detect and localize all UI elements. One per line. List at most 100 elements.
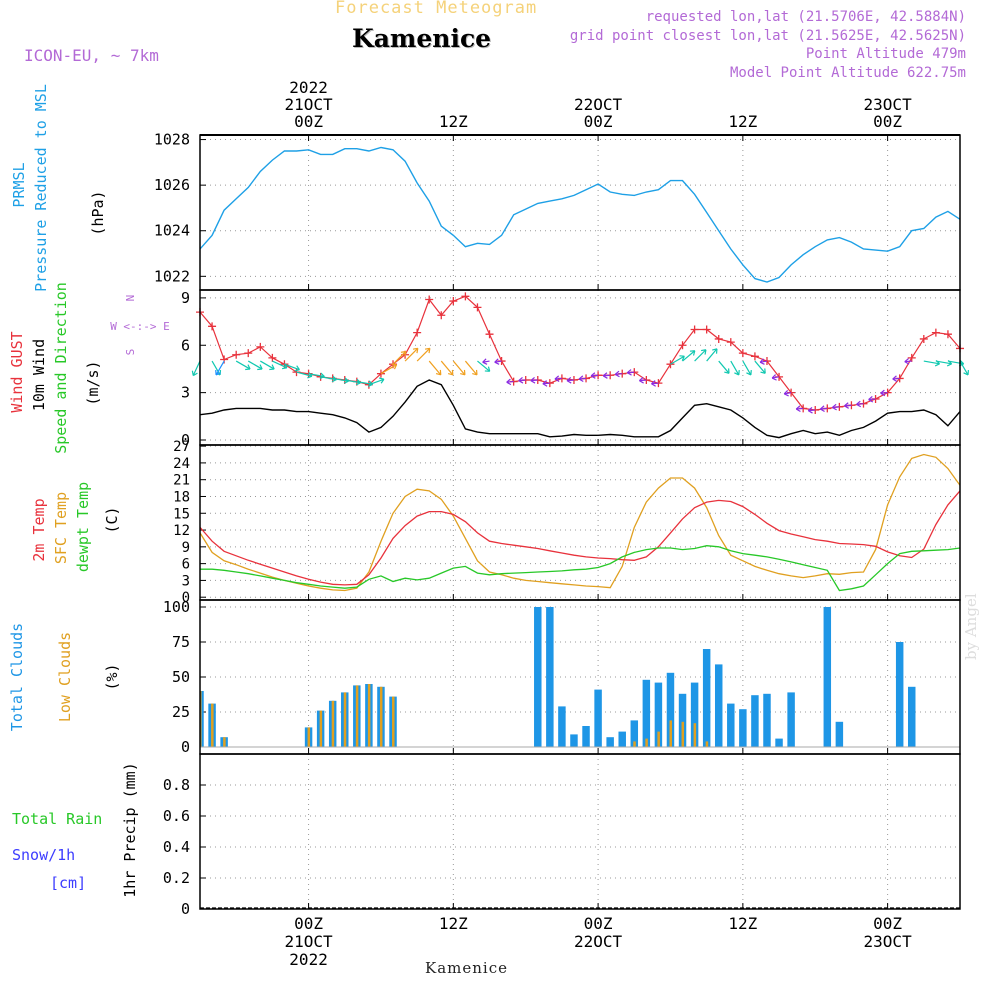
total-cloud-bar bbox=[582, 726, 590, 747]
wind-arrow-head bbox=[771, 374, 777, 381]
gust-marker bbox=[208, 322, 217, 331]
wind-direction-arrow bbox=[296, 371, 313, 377]
compass-south: S bbox=[124, 349, 137, 356]
point-altitude: Point Altitude 479m bbox=[805, 46, 966, 62]
y-tick-label: 27 bbox=[173, 439, 190, 455]
ylabel-percent: (%) bbox=[103, 663, 121, 690]
gust-marker bbox=[943, 330, 952, 339]
total-cloud-bar bbox=[630, 720, 639, 747]
total-cloud-bar bbox=[690, 682, 699, 747]
bottom-time-label: 00Z bbox=[294, 914, 323, 933]
label-2m-temp: 2m Temp bbox=[30, 498, 48, 561]
wind-arrow-head bbox=[554, 375, 560, 382]
wind-arrow-head bbox=[819, 405, 825, 412]
total-cloud-bar bbox=[546, 607, 554, 747]
total-cloud-bar bbox=[702, 649, 711, 747]
gust-marker bbox=[919, 334, 928, 343]
gust-marker bbox=[461, 292, 470, 301]
gust-marker bbox=[931, 328, 940, 337]
gust-marker bbox=[413, 328, 422, 337]
wind-arrow-head bbox=[294, 365, 300, 372]
bottom-time-label: 12Z bbox=[439, 914, 468, 933]
y-tick-label: 100 bbox=[163, 598, 190, 616]
wind-arrow-head bbox=[379, 377, 385, 384]
wind-direction-arrow bbox=[639, 379, 647, 382]
ylabel-celsius: (C) bbox=[103, 506, 121, 533]
wind-arrow-head bbox=[506, 378, 512, 386]
wind-arrow-head bbox=[807, 407, 813, 414]
y-tick-label: 0.8 bbox=[163, 776, 190, 794]
wind-direction-arrow bbox=[247, 360, 263, 370]
wind-direction-arrow bbox=[754, 360, 766, 374]
y-tick-label: 0 bbox=[182, 590, 190, 606]
y-tick-label: 15 bbox=[173, 506, 190, 522]
low-cloud-bar bbox=[223, 737, 226, 747]
wind-arrow-head bbox=[689, 350, 696, 356]
wind-direction-arrow bbox=[554, 377, 562, 380]
wind-arrow-head bbox=[191, 370, 198, 377]
gust-marker bbox=[714, 334, 723, 343]
wind-direction-arrow bbox=[416, 347, 431, 362]
wind-arrow-head bbox=[963, 369, 970, 376]
wind-direction-arrow bbox=[880, 392, 888, 394]
wind-direction-arrow bbox=[694, 349, 707, 362]
wind-direction-arrow bbox=[260, 360, 275, 370]
total-cloud-bar bbox=[594, 689, 602, 747]
gust-marker bbox=[473, 303, 482, 312]
label-dewpt-temp: dewpt Temp bbox=[74, 482, 92, 572]
y-tick-label: 18 bbox=[173, 489, 190, 505]
wind-arrow-head bbox=[424, 347, 431, 354]
wind-arrow-head bbox=[904, 358, 910, 365]
bottom-time-label: 00Z bbox=[584, 914, 613, 933]
product-title: Forecast Meteogram bbox=[335, 0, 538, 18]
y-tick-label: 6 bbox=[181, 336, 190, 354]
low-cloud-bar bbox=[669, 720, 672, 747]
y-tick-label: 50 bbox=[172, 668, 190, 686]
label-wind-gust: Wind GUST bbox=[8, 331, 26, 412]
total-cloud-bar bbox=[895, 642, 904, 747]
y-tick-label: 1028 bbox=[154, 131, 190, 149]
wind-direction-arrow bbox=[392, 351, 407, 365]
label-prmsl: PRMSL bbox=[10, 162, 28, 207]
wind-arrow-head bbox=[400, 350, 407, 357]
wind-direction-arrow bbox=[211, 360, 221, 376]
low-cloud-bar bbox=[392, 696, 395, 747]
wind-arrow-head bbox=[590, 372, 596, 379]
wind-direction-arrow bbox=[627, 371, 635, 374]
wind-direction-arrow bbox=[530, 379, 538, 382]
y-tick-label: 0 bbox=[181, 431, 190, 449]
low-cloud-bar bbox=[307, 727, 311, 747]
wind-arrow-head bbox=[566, 377, 572, 384]
gust-marker bbox=[268, 353, 277, 362]
wind-direction-arrow bbox=[718, 360, 730, 374]
gust-marker bbox=[244, 349, 253, 358]
panel-frame bbox=[199, 134, 961, 291]
model-label: ICON-EU, ~ 7km bbox=[24, 46, 159, 65]
y-tick-label: 0.2 bbox=[163, 869, 190, 887]
panel-frame bbox=[199, 289, 961, 446]
top-time-label: 21OCT bbox=[284, 95, 333, 114]
wind-direction-arrow bbox=[784, 392, 792, 395]
wind-arrow-head bbox=[626, 369, 632, 376]
y-tick-label: 1022 bbox=[154, 267, 190, 285]
low-cloud-bar bbox=[367, 684, 371, 747]
wind-arrow-head bbox=[856, 400, 862, 408]
total-cloud-bar bbox=[823, 607, 832, 747]
wind-arrow-head bbox=[447, 369, 454, 376]
total-cloud-bar bbox=[200, 691, 204, 747]
wind-direction-arrow bbox=[808, 409, 816, 412]
wind-arrow-head bbox=[734, 369, 740, 376]
y-tick-label: 25 bbox=[172, 703, 190, 721]
top-time-label: 12Z bbox=[439, 112, 468, 131]
wind-arrow-head bbox=[257, 364, 263, 371]
total-cloud-bar bbox=[908, 686, 916, 747]
y-tick-label: 12 bbox=[173, 523, 190, 539]
wind-arrow-head bbox=[494, 358, 500, 365]
low-cloud-bar bbox=[379, 686, 383, 747]
wind-direction-arrow bbox=[820, 407, 828, 410]
ylabel-precip-mm: 1hr Precip (mm) bbox=[121, 762, 139, 897]
wind-direction-arrow bbox=[404, 347, 419, 362]
y-tick-label: 0 bbox=[181, 900, 190, 918]
y-tick-label: 0.6 bbox=[163, 807, 190, 825]
